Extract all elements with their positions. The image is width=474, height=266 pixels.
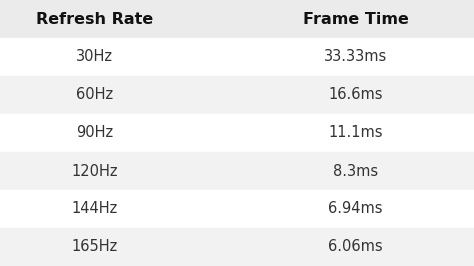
Bar [0, 114, 474, 152]
Text: Refresh Rate: Refresh Rate [36, 11, 154, 27]
Text: 165Hz: 165Hz [72, 239, 118, 255]
Bar [0, 228, 474, 266]
Text: 120Hz: 120Hz [72, 164, 118, 178]
Bar [0, 0, 474, 38]
Text: 144Hz: 144Hz [72, 202, 118, 217]
Text: 16.6ms: 16.6ms [328, 88, 383, 102]
Text: 60Hz: 60Hz [76, 88, 113, 102]
Text: 11.1ms: 11.1ms [328, 126, 383, 140]
Bar [0, 76, 474, 114]
Bar [0, 152, 474, 190]
Text: 33.33ms: 33.33ms [324, 49, 387, 64]
Text: 30Hz: 30Hz [76, 49, 113, 64]
Text: Frame Time: Frame Time [302, 11, 409, 27]
Text: 6.94ms: 6.94ms [328, 202, 383, 217]
Bar [0, 190, 474, 228]
Text: 90Hz: 90Hz [76, 126, 113, 140]
Text: 8.3ms: 8.3ms [333, 164, 378, 178]
Text: 6.06ms: 6.06ms [328, 239, 383, 255]
Bar [0, 38, 474, 76]
